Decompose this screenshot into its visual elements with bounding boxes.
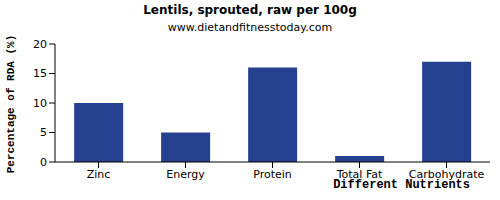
svg-text:Protein: Protein	[253, 168, 292, 181]
svg-text:Carbohydrate: Carbohydrate	[408, 167, 485, 181]
html-text:www.dietandfitnesstoday.com: www.dietandfitnesstoday.com	[167, 21, 333, 34]
svg-text:15: 15	[33, 67, 47, 80]
svg-text:Total Fat: Total Fat	[336, 167, 383, 181]
svg-text:5: 5	[40, 126, 47, 139]
svg-text:0: 0	[40, 156, 47, 169]
svg-text:Zinc: Zinc	[87, 168, 111, 181]
html-text:Lentils, sprouted, raw per 100: Lentils, sprouted, raw per 100g	[143, 3, 357, 17]
svg-text:10: 10	[33, 97, 47, 110]
html-text:Different Nutrients: Different Nutrients	[333, 178, 470, 192]
svg-text:20: 20	[33, 38, 47, 51]
svg-text:Energy: Energy	[166, 168, 205, 181]
svg-text:Percentage of RDA (%): Percentage of RDA (%)	[8, 35, 17, 174]
